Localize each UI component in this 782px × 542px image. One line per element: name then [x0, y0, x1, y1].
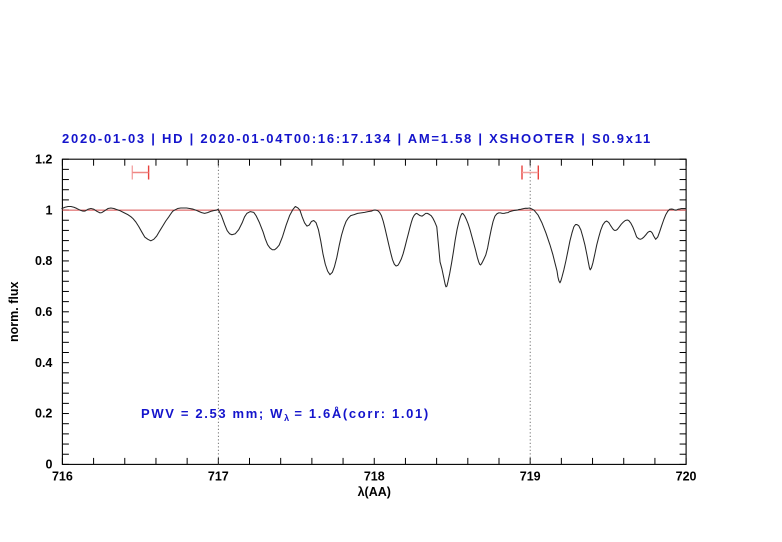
svg-text:2020-01-03 | HD | 2020-01-: 2020-01-03 | HD | 2020-01-04T00:16:17.13…: [62, 131, 652, 146]
svg-text:1: 1: [45, 203, 52, 217]
svg-text:0.4: 0.4: [35, 356, 52, 370]
svg-text:1.2: 1.2: [35, 152, 52, 166]
svg-text:717: 717: [208, 469, 229, 483]
svg-text:0.2: 0.2: [35, 407, 52, 421]
svg-text:0.8: 0.8: [35, 254, 52, 268]
svg-text:716: 716: [52, 469, 73, 483]
svg-text:718: 718: [364, 469, 385, 483]
svg-text:719: 719: [520, 469, 541, 483]
svg-text:0.6: 0.6: [35, 305, 52, 319]
svg-text:0: 0: [45, 458, 52, 472]
svg-text:λ(AA): λ(AA): [358, 485, 391, 499]
svg-text:norm. flux: norm. flux: [7, 282, 21, 342]
svg-text:720: 720: [676, 469, 697, 483]
